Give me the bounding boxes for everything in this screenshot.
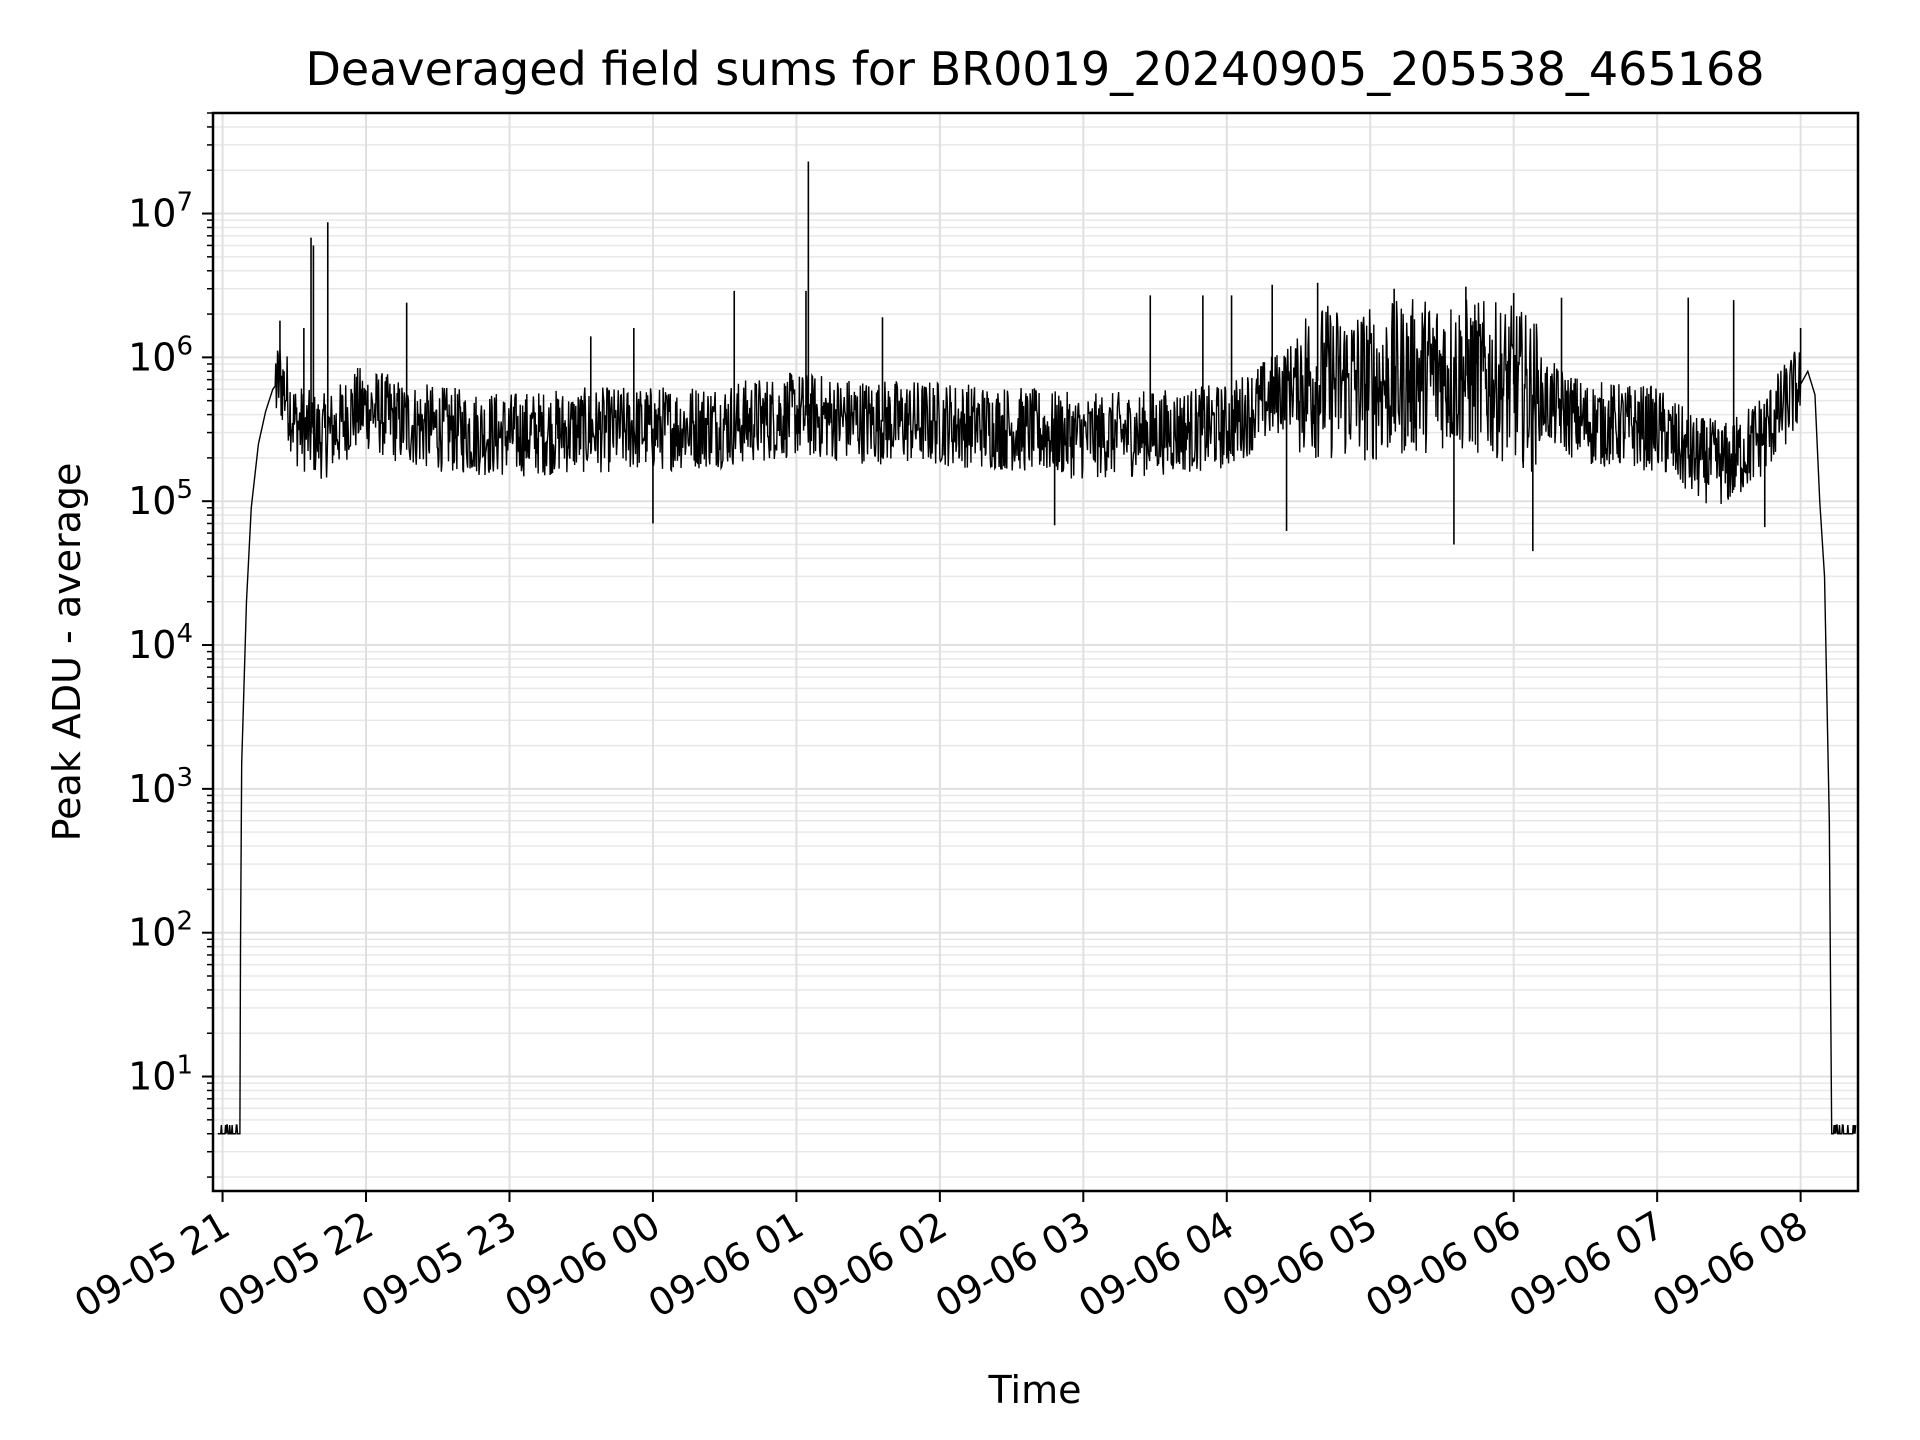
chart-title: Deaveraged field sums for BR0019_2024090…	[305, 42, 1764, 96]
y-tick-label: 104	[128, 619, 193, 667]
y-axis-label: Peak ADU - average	[45, 463, 89, 842]
y-tick-label: 103	[128, 763, 193, 811]
grid	[213, 112, 1858, 1191]
y-tick-label: 107	[128, 188, 193, 236]
series-line	[217, 299, 1857, 1135]
series-layer	[217, 161, 1857, 1135]
y-tick-label: 101	[128, 1051, 193, 1099]
y-tick-label: 106	[128, 331, 193, 379]
y-tick-label: 102	[128, 907, 193, 955]
x-axis-label: Time	[988, 1368, 1082, 1412]
y-tick-label: 105	[128, 475, 193, 523]
y-axis: 101 102 103 104 105 106 107	[128, 112, 213, 1178]
